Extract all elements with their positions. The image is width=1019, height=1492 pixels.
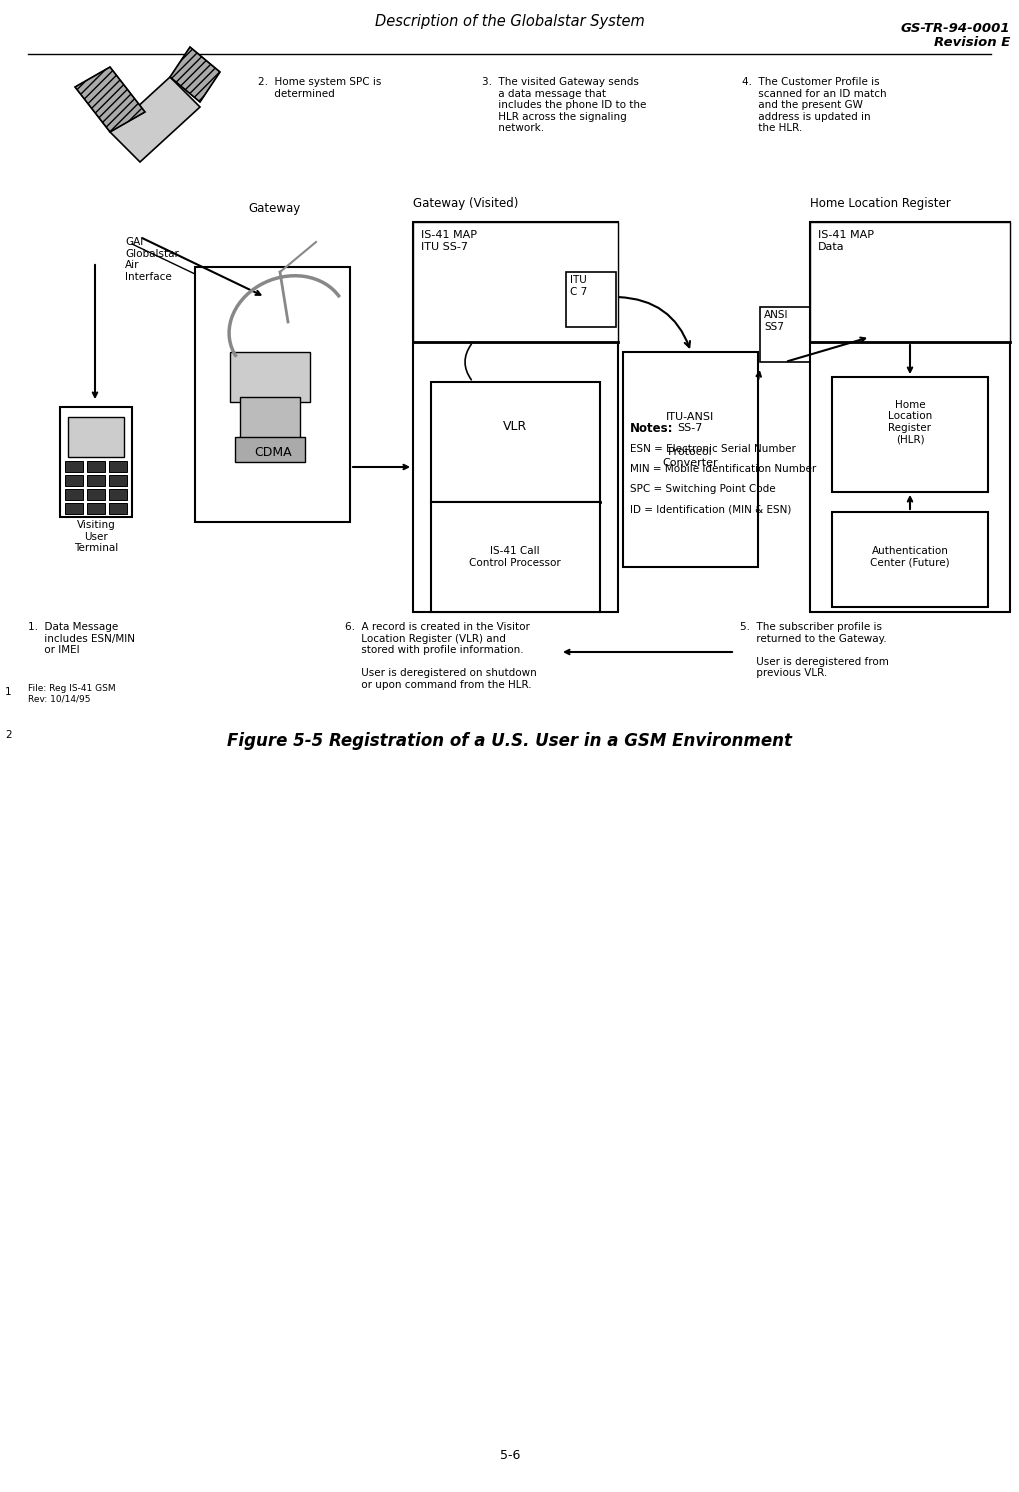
Text: Revision E: Revision E <box>933 36 1010 49</box>
Text: 2.  Home system SPC is
     determined: 2. Home system SPC is determined <box>258 78 381 98</box>
Bar <box>87 474 105 486</box>
Text: CDMA: CDMA <box>254 446 291 458</box>
Text: 5.  The subscriber profile is
     returned to the Gateway.

     User is deregi: 5. The subscriber profile is returned to… <box>740 622 889 679</box>
Text: ID = Identification (MIN & ESN): ID = Identification (MIN & ESN) <box>630 504 792 515</box>
Bar <box>832 512 988 607</box>
Text: GS-TR-94-0001: GS-TR-94-0001 <box>901 22 1010 34</box>
Bar <box>810 222 1010 342</box>
Bar <box>240 397 300 442</box>
Bar <box>87 489 105 500</box>
Bar <box>195 267 350 522</box>
Bar <box>87 503 105 515</box>
Polygon shape <box>75 67 145 131</box>
Text: ESN = Electronic Serial Number: ESN = Electronic Serial Number <box>630 445 796 454</box>
Bar <box>235 437 305 463</box>
Polygon shape <box>170 48 220 101</box>
Text: File: Reg IS-41 GSM
Rev: 10/14/95: File: Reg IS-41 GSM Rev: 10/14/95 <box>28 683 115 703</box>
Text: MIN = Mobile Identification Number: MIN = Mobile Identification Number <box>630 464 816 474</box>
Bar <box>623 352 758 567</box>
Text: 1: 1 <box>5 686 11 697</box>
Polygon shape <box>110 78 200 163</box>
Bar <box>109 474 127 486</box>
Bar <box>109 489 127 500</box>
Text: 3.  The visited Gateway sends
     a data message that
     includes the phone I: 3. The visited Gateway sends a data mess… <box>482 78 646 133</box>
Text: IS-41 MAP
Data: IS-41 MAP Data <box>818 230 874 252</box>
Text: Description of the Globalstar System: Description of the Globalstar System <box>375 13 645 28</box>
Text: IS-41 MAP
ITU SS-7: IS-41 MAP ITU SS-7 <box>421 230 477 252</box>
Text: Gateway (Visited): Gateway (Visited) <box>413 197 519 210</box>
Bar <box>413 222 618 342</box>
Bar <box>760 307 810 363</box>
Bar <box>65 461 83 471</box>
Bar <box>431 501 600 612</box>
Bar <box>109 461 127 471</box>
Bar <box>230 352 310 401</box>
Text: IS-41 Call
Control Processor: IS-41 Call Control Processor <box>469 546 560 568</box>
Text: Figure 5-5 Registration of a U.S. User in a GSM Environment: Figure 5-5 Registration of a U.S. User i… <box>227 733 793 750</box>
Bar <box>87 461 105 471</box>
Text: 6.  A record is created in the Visitor
     Location Register (VLR) and
     sto: 6. A record is created in the Visitor Lo… <box>345 622 537 689</box>
Bar <box>810 222 1010 612</box>
Text: Visiting
User
Terminal: Visiting User Terminal <box>73 521 118 554</box>
Text: 4.  The Customer Profile is
     scanned for an ID match
     and the present GW: 4. The Customer Profile is scanned for a… <box>742 78 887 133</box>
Bar <box>65 489 83 500</box>
Text: Home
Location
Register
(HLR): Home Location Register (HLR) <box>888 400 932 445</box>
Text: Notes:: Notes: <box>630 422 674 436</box>
Text: Authentication
Center (Future): Authentication Center (Future) <box>870 546 950 568</box>
Text: 5-6: 5-6 <box>499 1449 520 1462</box>
Bar <box>65 474 83 486</box>
Bar <box>431 382 600 501</box>
Text: GAI
Globalstar
Air
Interface: GAI Globalstar Air Interface <box>125 237 179 282</box>
Bar <box>566 272 616 327</box>
Bar <box>68 416 124 457</box>
Bar <box>65 503 83 515</box>
Text: SPC = Switching Point Code: SPC = Switching Point Code <box>630 483 775 494</box>
Bar <box>109 503 127 515</box>
Bar <box>413 222 618 612</box>
Bar <box>832 377 988 492</box>
Text: VLR: VLR <box>502 421 527 434</box>
Text: Gateway: Gateway <box>248 201 301 215</box>
Text: ITU-ANSI
SS-7

Protocol
Converter: ITU-ANSI SS-7 Protocol Converter <box>662 412 717 468</box>
Bar <box>60 407 132 518</box>
Text: 2: 2 <box>5 730 11 740</box>
Text: 1.  Data Message
     includes ESN/MIN
     or IMEI: 1. Data Message includes ESN/MIN or IMEI <box>28 622 135 655</box>
Text: ANSI
SS7: ANSI SS7 <box>764 310 789 331</box>
Text: Home Location Register: Home Location Register <box>810 197 951 210</box>
Text: ITU
C 7: ITU C 7 <box>570 275 587 297</box>
